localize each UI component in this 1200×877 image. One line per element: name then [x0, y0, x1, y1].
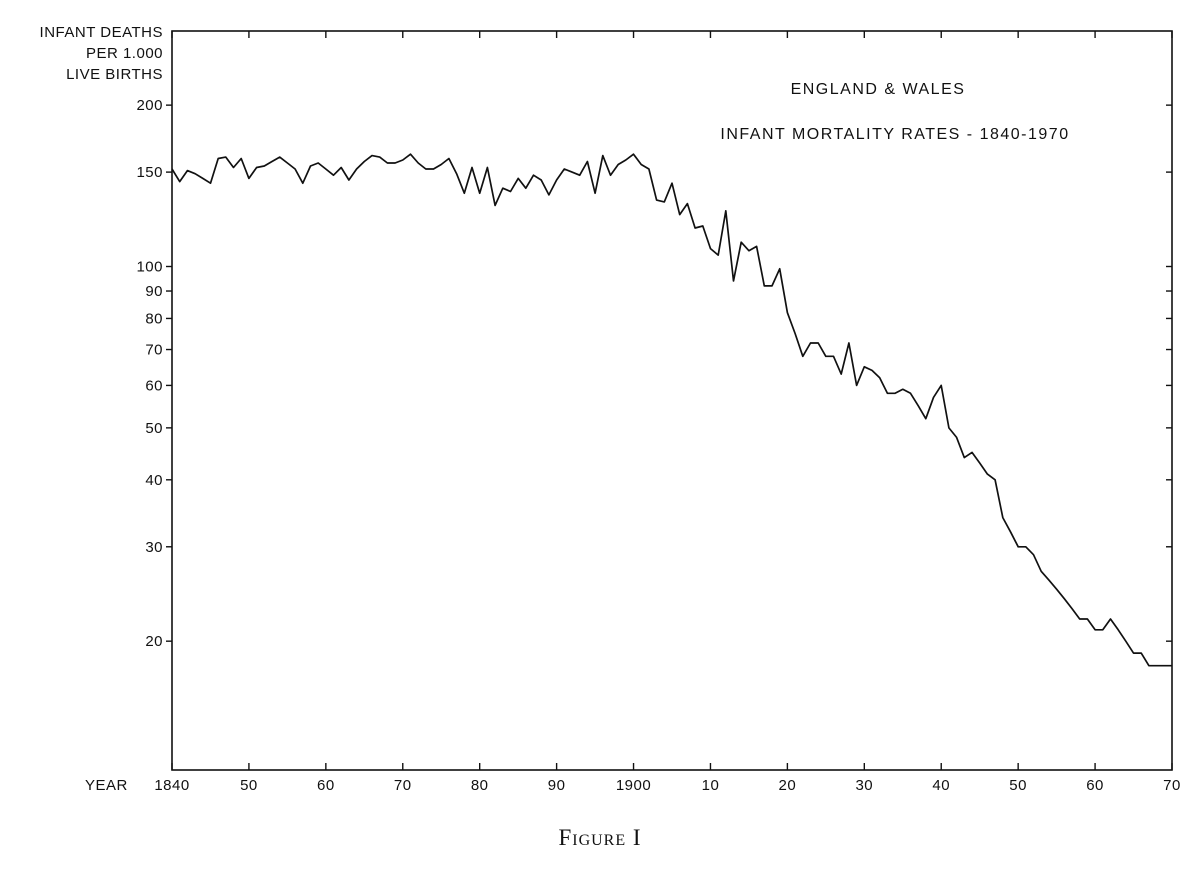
y-tick-labels: 200 150 100 90 80 70 60 50 40 30 20 — [136, 97, 163, 650]
y-ticks-right — [1166, 104, 1172, 642]
x-axis-label: YEAR — [85, 777, 128, 794]
x-tick-label-1860: 60 — [317, 777, 335, 794]
x-tick-label-1850: 50 — [240, 777, 258, 794]
y-tick-label-50: 50 — [145, 420, 163, 437]
series-line-infant-mortality — [171, 153, 1172, 667]
x-tick-label-1880: 80 — [471, 777, 489, 794]
y-tick-label-70: 70 — [145, 342, 163, 359]
chart-title: ENGLAND & WALES — [791, 81, 966, 98]
x-tick-label-1870: 70 — [394, 777, 412, 794]
y-tick-label-30: 30 — [145, 539, 163, 556]
y-tick-label-80: 80 — [145, 310, 163, 327]
y-axis-label-line-2: PER 1.000 — [86, 45, 163, 62]
x-tick-label-1920: 20 — [779, 777, 797, 794]
x-tick-label-1950: 50 — [1009, 777, 1027, 794]
y-ticks-left — [166, 104, 172, 642]
chart-subtitle: INFANT MORTALITY RATES - 1840-1970 — [720, 126, 1069, 143]
figure-caption: Figure I — [558, 825, 642, 850]
y-tick-label-90: 90 — [145, 283, 163, 300]
x-tick-label-1940: 40 — [932, 777, 950, 794]
plot-frame — [171, 30, 1173, 771]
y-tick-label-100: 100 — [136, 258, 163, 275]
x-tick-labels: 1840 50 60 70 80 90 1900 10 20 30 40 50 60 70 — [154, 777, 1181, 794]
x-tick-label-1890: 90 — [548, 777, 566, 794]
x-tick-label-1910: 10 — [702, 777, 720, 794]
y-tick-label-150: 150 — [136, 164, 163, 181]
y-tick-label-200: 200 — [136, 97, 163, 114]
y-tick-label-60: 60 — [145, 377, 163, 394]
y-axis-label-line-1: INFANT DEATHS — [40, 24, 163, 41]
x-tick-label-1900: 1900 — [616, 777, 651, 794]
y-axis-label-line-3: LIVE BIRTHS — [66, 66, 163, 83]
x-tick-label-1840: 1840 — [154, 777, 189, 794]
x-ticks-top — [171, 31, 1173, 38]
y-tick-label-20: 20 — [145, 633, 163, 650]
x-tick-label-1930: 30 — [855, 777, 873, 794]
y-tick-label-40: 40 — [145, 472, 163, 489]
x-ticks-bottom — [171, 763, 1173, 770]
x-tick-label-1970: 70 — [1163, 777, 1181, 794]
x-tick-label-1960: 60 — [1086, 777, 1104, 794]
